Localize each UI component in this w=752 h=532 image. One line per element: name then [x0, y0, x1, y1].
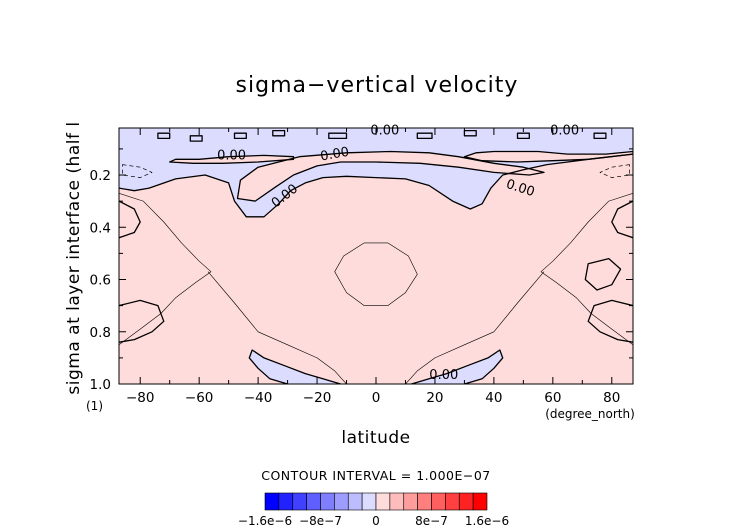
y-tick-label: 0.4 — [90, 220, 111, 236]
contour-line — [119, 299, 165, 343]
contour-line — [463, 129, 477, 137]
contour-line — [236, 150, 545, 202]
contour-line — [411, 349, 504, 384]
y-axis-label: sigma at layer interface (half l — [64, 121, 84, 394]
contour-line — [248, 349, 341, 384]
contour-line — [463, 150, 633, 163]
colorbar-swatch — [306, 492, 321, 511]
contour-line — [169, 154, 295, 164]
x-tick-label: 20 — [426, 390, 443, 406]
contour-line — [611, 200, 633, 239]
colorbar-swatch — [403, 492, 418, 511]
contour-line — [207, 271, 347, 384]
contour-line — [119, 200, 141, 239]
contour-line — [189, 135, 203, 142]
region-center-island — [237, 151, 544, 202]
plot-area: 0.00 0.000.00 0.000.00 0.000.00 −80 −60 −40 −2… — [90, 124, 634, 406]
contour-lines — [119, 129, 633, 384]
colorbar-tick-label: 8e−7 — [415, 514, 448, 528]
contour-label: 0.00 — [319, 145, 350, 165]
contour-line — [157, 132, 171, 140]
x-tick-label: 60 — [544, 390, 561, 406]
colorbar-tick-label: −8e−7 — [299, 514, 342, 528]
chart-title: sigma−vertical velocity — [236, 73, 519, 98]
colorbar-swatch — [361, 492, 377, 511]
contour-line — [334, 242, 418, 306]
y-units-label: (1) — [86, 399, 103, 413]
region-bottom-left — [249, 350, 341, 384]
colorbar-tick-label: 0 — [372, 514, 380, 528]
colorbar — [264, 492, 488, 511]
x-tick-label: 80 — [603, 390, 620, 406]
colorbar-swatch — [334, 492, 349, 511]
contour-line — [593, 132, 607, 140]
x-tick-label: −80 — [126, 390, 155, 406]
contour-label: 0.00 — [217, 148, 246, 163]
contour-line — [540, 193, 633, 346]
x-units-label: (degree_north) — [545, 407, 635, 421]
contour-line — [122, 164, 153, 178]
colorbar-tick-label: −1.6e−6 — [238, 514, 292, 528]
contour-label: 0.00 — [550, 124, 579, 139]
contour-line — [599, 164, 630, 178]
colorbar-swatch — [445, 492, 460, 511]
contour-line — [272, 129, 286, 137]
colorbar-swatch — [278, 492, 294, 511]
contour-line — [328, 132, 348, 140]
colorbar-swatch — [458, 492, 474, 511]
contour-line — [416, 132, 433, 140]
x-tick-label: 40 — [485, 390, 502, 406]
y-tick-label: 0.2 — [90, 168, 111, 184]
y-axis-ticks: 0.2 0.4 0.6 0.8 1.0 — [90, 148, 633, 393]
colorbar-swatch — [292, 492, 307, 511]
y-tick-label: 0.6 — [90, 273, 111, 289]
colorbar-swatch — [431, 492, 446, 511]
colorbar-tick-label: 1.6e−6 — [465, 514, 509, 528]
contour-interval-text: CONTOUR INTERVAL = 1.000E−07 — [261, 468, 491, 483]
contour-line — [584, 257, 622, 291]
colorbar-swatch — [472, 492, 488, 511]
contour-line — [233, 132, 247, 140]
colorbar-ticks: −1.6e−6 −8e−7 0 8e−7 1.6e−6 — [238, 514, 509, 528]
contour-line — [516, 132, 530, 140]
contour-line — [587, 299, 633, 343]
region-bottom-right — [411, 350, 503, 384]
x-tick-label: −20 — [303, 390, 332, 406]
contour-label: 0.00 — [429, 368, 458, 383]
x-tick-label: −60 — [185, 390, 214, 406]
contour-label: 0.00 — [370, 124, 399, 139]
x-tick-label: 0 — [372, 390, 381, 406]
y-tick-label: 0.8 — [90, 325, 111, 341]
contour-line — [119, 193, 212, 346]
x-axis-label: latitude — [341, 428, 410, 448]
colorbar-swatch — [264, 492, 280, 511]
contour-line — [405, 271, 545, 384]
colorbar-swatch — [320, 492, 335, 511]
contour-line — [119, 153, 633, 218]
y-tick-label: 1.0 — [90, 377, 111, 393]
colorbar-swatch — [417, 492, 432, 511]
x-axis-ticks: −80 −60 −40 −20 0 20 40 60 80 — [126, 128, 620, 406]
x-tick-label: −40 — [244, 390, 273, 406]
colorbar-swatch — [375, 492, 391, 511]
colorbar-swatch — [389, 492, 405, 511]
colorbar-swatch — [347, 492, 363, 511]
